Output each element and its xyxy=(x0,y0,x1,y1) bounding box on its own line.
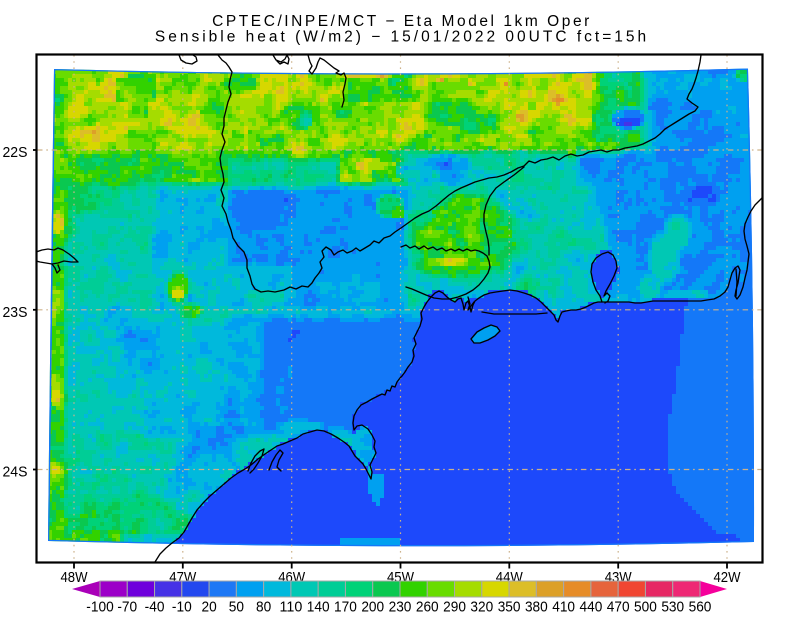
svg-text:380: 380 xyxy=(525,599,548,616)
svg-text:470: 470 xyxy=(607,599,630,616)
svg-text:23S: 23S xyxy=(3,304,28,321)
svg-text:560: 560 xyxy=(689,599,712,616)
svg-text:530: 530 xyxy=(661,599,684,616)
svg-text:110: 110 xyxy=(280,599,303,616)
svg-text:80: 80 xyxy=(256,599,271,616)
svg-text:200: 200 xyxy=(361,599,384,616)
svg-text:-10: -10 xyxy=(172,599,192,616)
svg-text:-100: -100 xyxy=(86,599,113,616)
svg-text:410: 410 xyxy=(552,599,575,616)
svg-text:260: 260 xyxy=(416,599,439,616)
svg-text:500: 500 xyxy=(634,599,657,616)
svg-text:350: 350 xyxy=(498,599,521,616)
svg-text:-40: -40 xyxy=(145,599,165,616)
svg-text:Sensible heat (W/m2) − 15/01/2: Sensible heat (W/m2) − 15/01/2022 00UTC … xyxy=(155,29,649,46)
svg-text:CPTEC/INPE/MCT − Eta Model 1k: CPTEC/INPE/MCT − Eta Model 1km Oper xyxy=(212,13,592,30)
svg-text:320: 320 xyxy=(470,599,493,616)
svg-text:48W: 48W xyxy=(61,569,89,586)
svg-text:140: 140 xyxy=(307,599,330,616)
svg-text:50: 50 xyxy=(229,599,244,616)
svg-text:22S: 22S xyxy=(3,144,28,161)
svg-text:230: 230 xyxy=(389,599,412,616)
svg-text:20: 20 xyxy=(201,599,216,616)
svg-text:170: 170 xyxy=(334,599,357,616)
svg-text:440: 440 xyxy=(580,599,603,616)
svg-text:42W: 42W xyxy=(714,569,742,586)
svg-text:-70: -70 xyxy=(117,599,137,616)
svg-text:290: 290 xyxy=(443,599,466,616)
svg-text:24S: 24S xyxy=(3,464,28,481)
